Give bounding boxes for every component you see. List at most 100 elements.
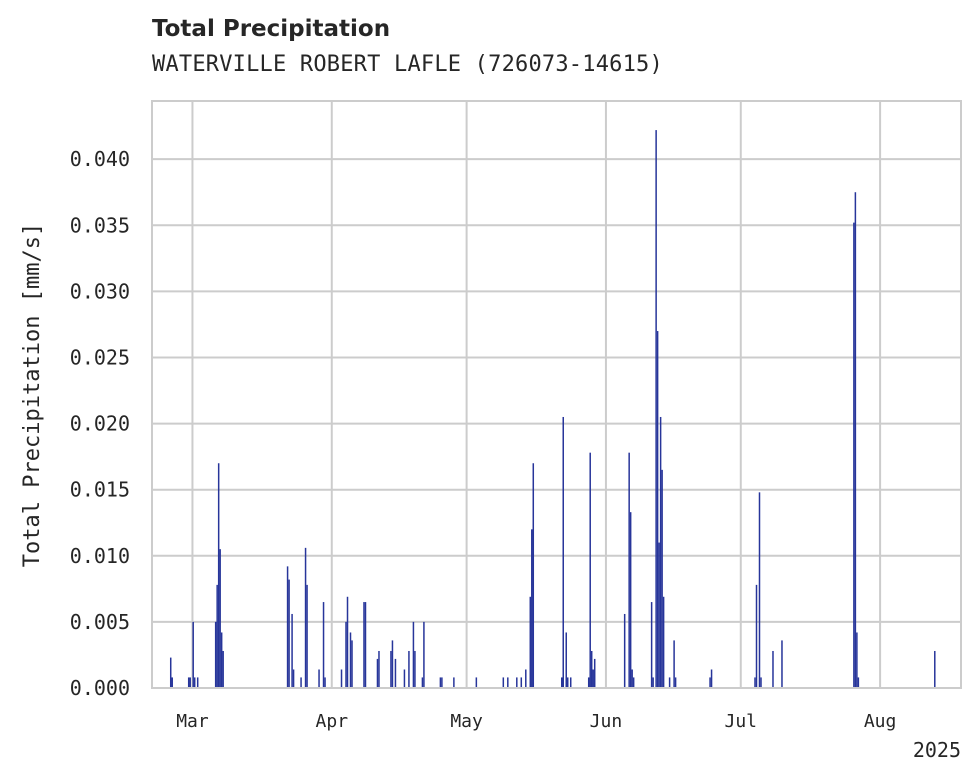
precip-bar: [346, 596, 349, 688]
precip-bar: [214, 621, 217, 688]
precip-bar: [439, 677, 442, 688]
precip-bar: [529, 596, 532, 688]
precip-bar: [351, 640, 353, 688]
precip-bar: [376, 658, 379, 688]
precip-bar: [219, 549, 221, 688]
precip-bar: [709, 677, 711, 688]
precip-bar: [421, 677, 424, 688]
x-tick-label: May: [450, 711, 483, 732]
precip-bar: [781, 640, 783, 688]
precip-bar: [322, 602, 325, 688]
precip-bar: [516, 677, 518, 688]
precip-bar: [423, 621, 425, 688]
precip-bar: [345, 621, 347, 688]
precip-bar: [658, 542, 660, 688]
precip-bar: [306, 584, 308, 688]
precip-bar: [772, 650, 774, 688]
precip-bar: [441, 677, 443, 688]
y-tick-label: 0.005: [70, 610, 130, 634]
precip-bar: [520, 677, 523, 688]
precip-bar: [288, 579, 290, 688]
precip-bar: [318, 669, 320, 688]
precip-bar: [662, 596, 665, 688]
precip-bar: [590, 650, 593, 688]
y-tick-label: 0.020: [70, 412, 130, 436]
y-axis-label: Total Precipitation [mm/s]: [20, 223, 45, 567]
precip-bar: [363, 602, 365, 688]
precip-bar: [650, 602, 653, 688]
precip-bar: [656, 331, 659, 688]
x-tick-label: Jun: [590, 711, 623, 732]
precip-bar: [652, 677, 654, 688]
precip-bar: [659, 416, 662, 688]
x-tick-label: Jul: [725, 711, 758, 732]
precip-bar: [192, 621, 194, 688]
y-tick-label: 0.035: [70, 213, 130, 237]
precip-bar: [502, 677, 505, 688]
precip-bar: [217, 463, 220, 688]
precip-bar: [857, 677, 860, 688]
precip-bar: [569, 677, 572, 688]
precip-bar: [304, 547, 307, 688]
precip-bar: [566, 677, 569, 688]
precip-bar: [755, 584, 758, 688]
precip-bar: [220, 632, 223, 688]
precip-bar: [531, 529, 533, 688]
precip-bar: [562, 416, 564, 688]
precip-bar: [674, 677, 677, 688]
precip-bar: [169, 657, 172, 688]
precip-bar: [292, 669, 295, 688]
precip-bar: [623, 613, 626, 688]
precip-bar: [525, 669, 527, 688]
y-tick-label: 0.040: [70, 147, 130, 171]
precip-bar: [475, 677, 478, 688]
precip-bar: [403, 669, 406, 688]
x-tick-label: Apr: [316, 711, 349, 732]
precip-bar: [391, 640, 394, 688]
y-tick-labels: 0.000 0.005 0.010 0.015 0.020 0.025 0.030 0.035…: [70, 147, 130, 700]
plot-frame: [151, 100, 962, 689]
precip-bar: [592, 669, 594, 688]
precip-bar: [560, 677, 563, 688]
y-tick-label: 0.015: [70, 478, 130, 502]
precip-bar: [754, 677, 756, 688]
precip-bar: [856, 632, 858, 688]
precip-bar: [349, 632, 352, 688]
precip-bar: [532, 463, 535, 688]
precip-bar: [412, 621, 415, 688]
precip-bar: [632, 677, 635, 688]
precip-bar: [171, 677, 173, 688]
precip-bar: [286, 566, 289, 688]
precip-bar: [655, 130, 657, 689]
y-tick-label: 0.030: [70, 279, 130, 303]
precip-bar: [408, 650, 410, 688]
precip-bar: [853, 222, 855, 689]
precip-bar: [565, 632, 567, 688]
precip-bar: [673, 640, 675, 688]
precip-bar: [631, 669, 633, 688]
x-tick-label: Mar: [176, 711, 209, 732]
precip-bar: [710, 669, 713, 688]
precip-bar: [589, 452, 591, 688]
precip-bar: [758, 492, 761, 688]
x-tick-labels: Mar Apr May Jun Jul Aug: [176, 711, 896, 732]
precip-bar: [189, 677, 191, 688]
precip-bar: [661, 469, 663, 688]
precip-bar: [507, 677, 509, 688]
precip-bar: [760, 677, 762, 688]
chart-subtitle: WATERVILLE ROBERT LAFLE (726073-14615): [152, 52, 663, 77]
precip-bar: [587, 677, 590, 688]
precip-bar: [668, 677, 671, 688]
precip-bar: [187, 677, 190, 688]
precip-bar: [324, 677, 326, 688]
grid-layer: [152, 101, 961, 689]
bar-layer: [169, 130, 936, 689]
precip-bar: [193, 677, 196, 688]
precip-bar: [629, 512, 632, 688]
precip-bar: [196, 677, 199, 688]
y-tick-label: 0.025: [70, 345, 130, 369]
precip-bar: [300, 677, 302, 688]
precip-bar: [628, 452, 630, 688]
